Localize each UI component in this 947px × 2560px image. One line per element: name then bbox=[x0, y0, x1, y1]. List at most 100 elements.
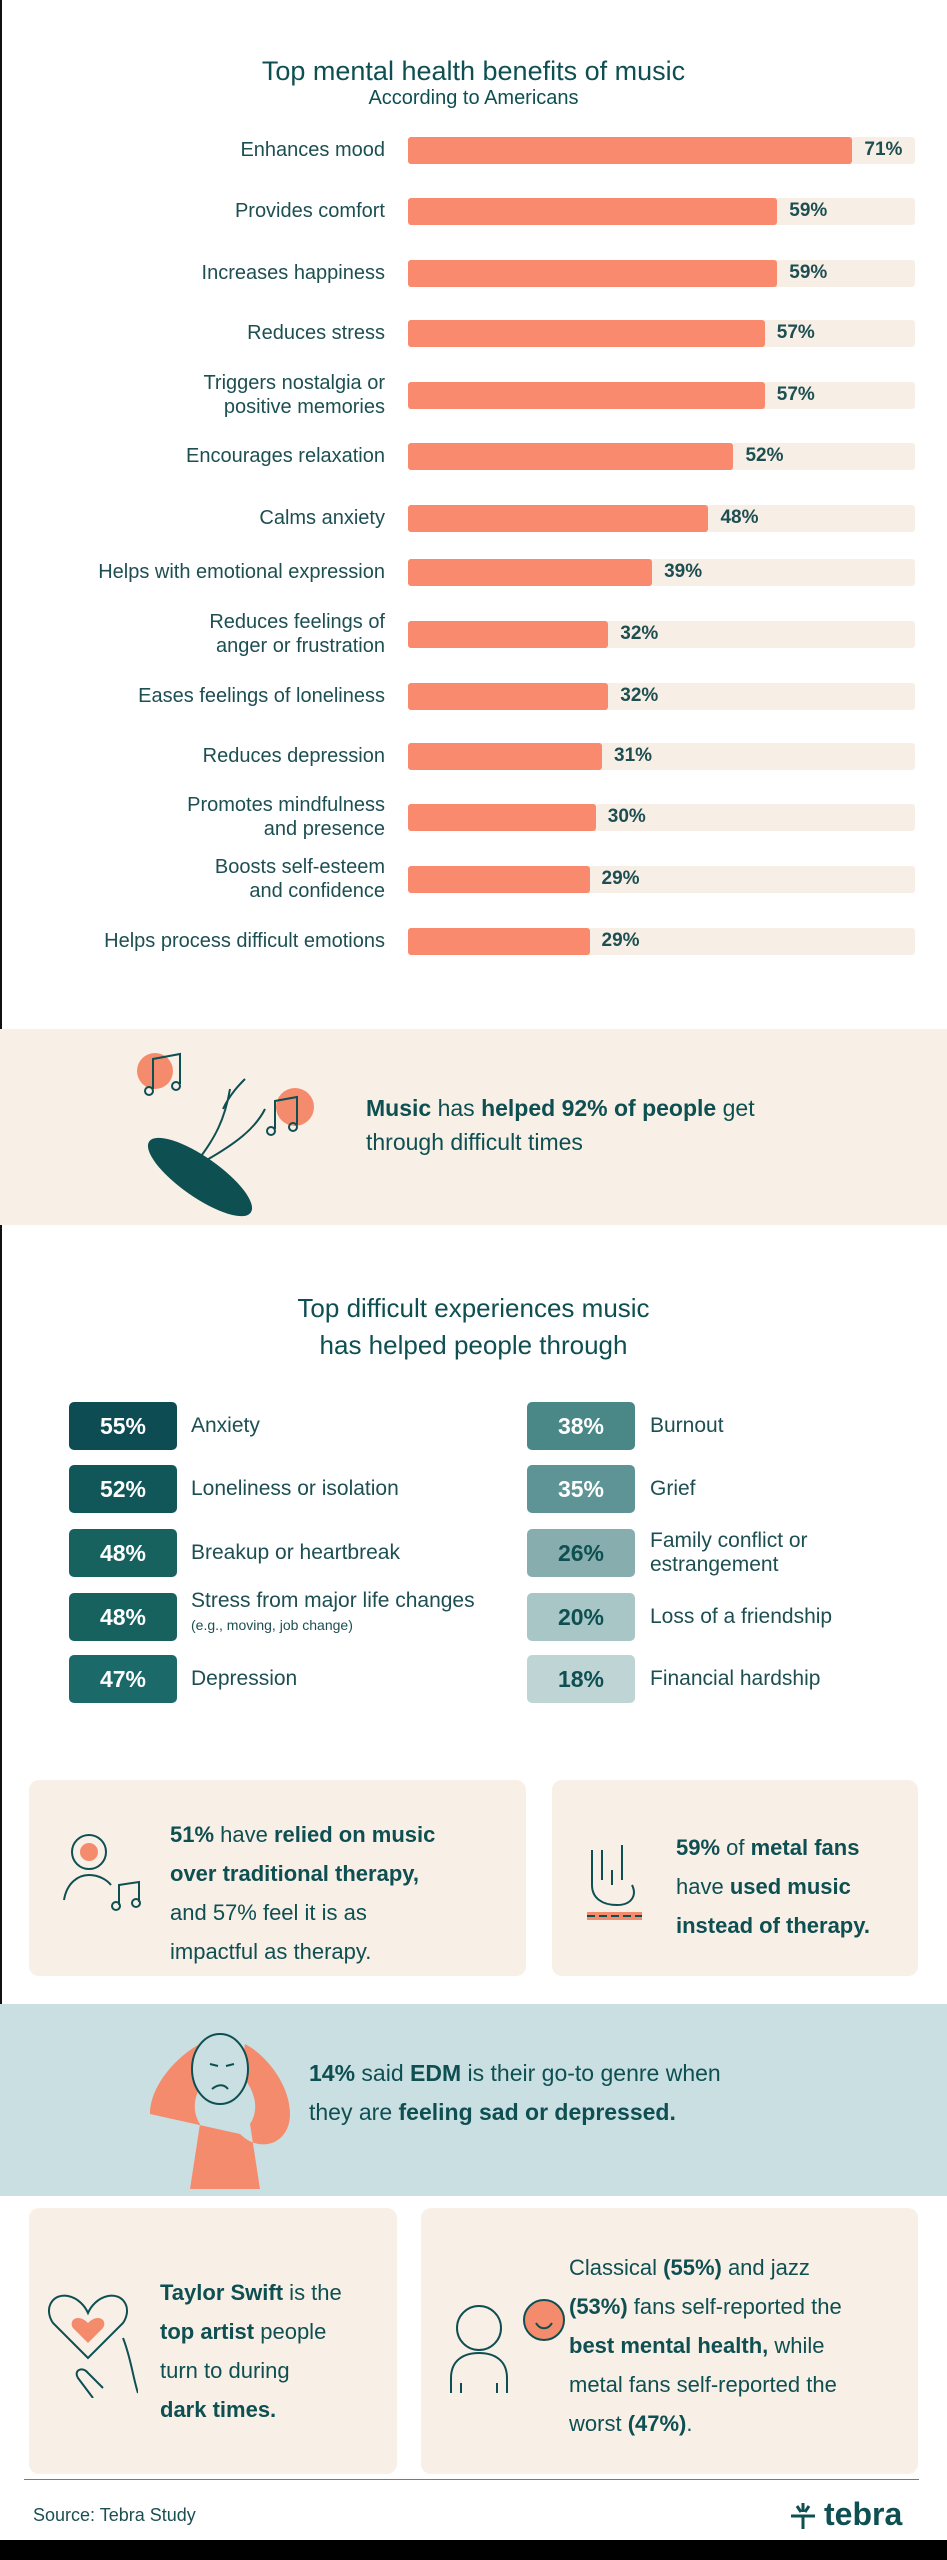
source-note: Source: Tebra Study bbox=[33, 2505, 196, 2525]
experience-label: Family conflict or estrangement bbox=[650, 1529, 880, 1577]
bar-value-label: 71% bbox=[864, 139, 903, 160]
bar-value-label: 57% bbox=[776, 384, 815, 405]
bar-label: Reduces depression bbox=[202, 745, 385, 767]
bar-label: Reduces feelings of anger or frustration bbox=[209, 611, 385, 657]
experience-label: Depression bbox=[191, 1667, 297, 1691]
bar-label: Helps with emotional expression bbox=[98, 561, 385, 583]
card-taylor: Taylor Swift is the top artist people turn… bbox=[29, 2208, 397, 2474]
experience-label: Financial hardship bbox=[650, 1667, 820, 1691]
experience-label-text: Depression bbox=[191, 1667, 298, 1690]
section2-title-1: Top difficult experiences music bbox=[297, 1293, 650, 1323]
bar-value-label: 59% bbox=[789, 262, 828, 283]
left-edge bbox=[0, 1225, 2, 2004]
experience-label: Loss of a friendship bbox=[650, 1605, 832, 1629]
experience-label: Stress from major life changes (e.g., mov… bbox=[191, 1589, 475, 1637]
bar-value-label: 57% bbox=[776, 322, 815, 343]
experience-label-text: Stress from major life changes bbox=[191, 1589, 475, 1612]
bar-value-label: 39% bbox=[664, 561, 703, 582]
percent-badge: 20% bbox=[527, 1593, 635, 1641]
card-therapy-text: 51% have relied on music over traditional… bbox=[170, 1822, 436, 1964]
rock-hand-icon bbox=[587, 1845, 642, 1920]
banner-92-text: Music has helped 92% of people get throug… bbox=[366, 1095, 755, 1155]
bar-label: Helps process difficult emotions bbox=[104, 930, 385, 952]
footer-divider bbox=[24, 2479, 919, 2480]
percent-badge: 38% bbox=[527, 1402, 635, 1450]
hand-music-icon bbox=[137, 1052, 314, 1217]
experience-label: Burnout bbox=[650, 1414, 724, 1438]
banner-edm: 14% said EDM is their go-to genre when th… bbox=[0, 2004, 947, 2196]
card-metal-text: 59% of metal fans have used music instead … bbox=[676, 1835, 870, 1938]
percent-badge: 48% bbox=[69, 1529, 177, 1577]
experience-label: Anxiety bbox=[191, 1414, 260, 1438]
card-taylor-text: Taylor Swift is the top artist people turn… bbox=[160, 2280, 342, 2422]
card-therapy: 51% have relied on music over traditional… bbox=[29, 1780, 526, 1976]
bar-value-label: 48% bbox=[720, 507, 759, 528]
experience-label-text: Family conflict or estrangement bbox=[650, 1529, 808, 1576]
percent-badge: 55% bbox=[69, 1402, 177, 1450]
chart-subtitle: According to Americans bbox=[368, 87, 579, 109]
percent-badge: 18% bbox=[527, 1655, 635, 1703]
bar-label: Provides comfort bbox=[234, 200, 385, 222]
experience-label-text: Financial hardship bbox=[650, 1667, 821, 1690]
bar bbox=[408, 320, 765, 347]
bar bbox=[408, 866, 590, 893]
bar-label: Encourages relaxation bbox=[185, 445, 385, 467]
bottom-edge bbox=[0, 2540, 947, 2560]
bar-label: Increases happiness bbox=[201, 262, 385, 284]
bar-label: Promotes mindfulness and presence bbox=[187, 794, 385, 840]
experience-label-text: Loss of a friendship bbox=[650, 1605, 833, 1628]
experience-note: (e.g., moving, job change) bbox=[191, 1617, 353, 1633]
bar-label: Enhances mood bbox=[240, 139, 385, 161]
left-edge bbox=[0, 0, 2, 1029]
bar-label: Eases feelings of loneliness bbox=[138, 685, 385, 707]
percent-badge: 47% bbox=[69, 1655, 177, 1703]
percent-badge: 52% bbox=[69, 1465, 177, 1513]
bar-value-label: 29% bbox=[601, 930, 640, 951]
bar-value-label: 31% bbox=[614, 745, 653, 766]
experience-label: Grief bbox=[650, 1477, 696, 1501]
percent-badge: 35% bbox=[527, 1465, 635, 1513]
experience-label: Loneliness or isolation bbox=[191, 1477, 421, 1501]
bar bbox=[408, 443, 734, 470]
bar bbox=[408, 505, 709, 532]
person-music-icon bbox=[63, 1834, 141, 1911]
heart-hand-icon bbox=[48, 2294, 138, 2398]
bar-value-label: 29% bbox=[601, 868, 640, 889]
bar-value-label: 30% bbox=[607, 806, 646, 827]
bar-value-label: 32% bbox=[620, 685, 659, 706]
bar-value-label: 59% bbox=[789, 200, 828, 221]
bar bbox=[408, 137, 853, 164]
card-genres-text: Classical (55%) and jazz (53%) fans self… bbox=[569, 2255, 842, 2436]
bar-value-label: 52% bbox=[745, 445, 784, 466]
tebra-logo-icon bbox=[791, 2502, 815, 2529]
bar-value-label: 32% bbox=[620, 623, 659, 644]
stressed-person-icon bbox=[150, 2033, 290, 2189]
bar bbox=[408, 621, 609, 648]
banner-92: Music has helped 92% of people get throug… bbox=[0, 1029, 947, 1225]
bar-label: Reduces stress bbox=[247, 322, 385, 344]
section2-title-2: has helped people through bbox=[319, 1330, 628, 1360]
banner-edm-text: 14% said EDM is their go-to genre when th… bbox=[309, 2060, 721, 2125]
person-smile-icon bbox=[450, 2299, 565, 2393]
percent-badge: 48% bbox=[69, 1593, 177, 1641]
experience-label-text: Loneliness or isolation bbox=[191, 1477, 399, 1500]
card-metal: 59% of metal fans have used music instead … bbox=[552, 1780, 918, 1976]
experience-label: Breakup or heartbreak bbox=[191, 1541, 400, 1565]
experience-label-text: Breakup or heartbreak bbox=[191, 1541, 400, 1564]
bar bbox=[408, 743, 603, 770]
bar-label: Triggers nostalgia or positive memories bbox=[203, 372, 385, 418]
chart-title: Top mental health benefits of music bbox=[261, 56, 686, 86]
experience-label-text: Anxiety bbox=[191, 1414, 260, 1437]
bar bbox=[408, 198, 778, 225]
bar bbox=[408, 804, 596, 831]
bar bbox=[408, 382, 765, 409]
bar bbox=[408, 559, 653, 586]
bar bbox=[408, 260, 778, 287]
bar-label: Calms anxiety bbox=[259, 507, 385, 529]
bar-label: Boosts self-esteem and confidence bbox=[214, 856, 385, 902]
experience-label-text: Grief bbox=[650, 1477, 696, 1500]
experience-label-text: Burnout bbox=[650, 1414, 724, 1437]
percent-badge: 26% bbox=[527, 1529, 635, 1577]
card-genres: Classical (55%) and jazz (53%) fans self… bbox=[421, 2208, 918, 2474]
bar bbox=[408, 683, 609, 710]
